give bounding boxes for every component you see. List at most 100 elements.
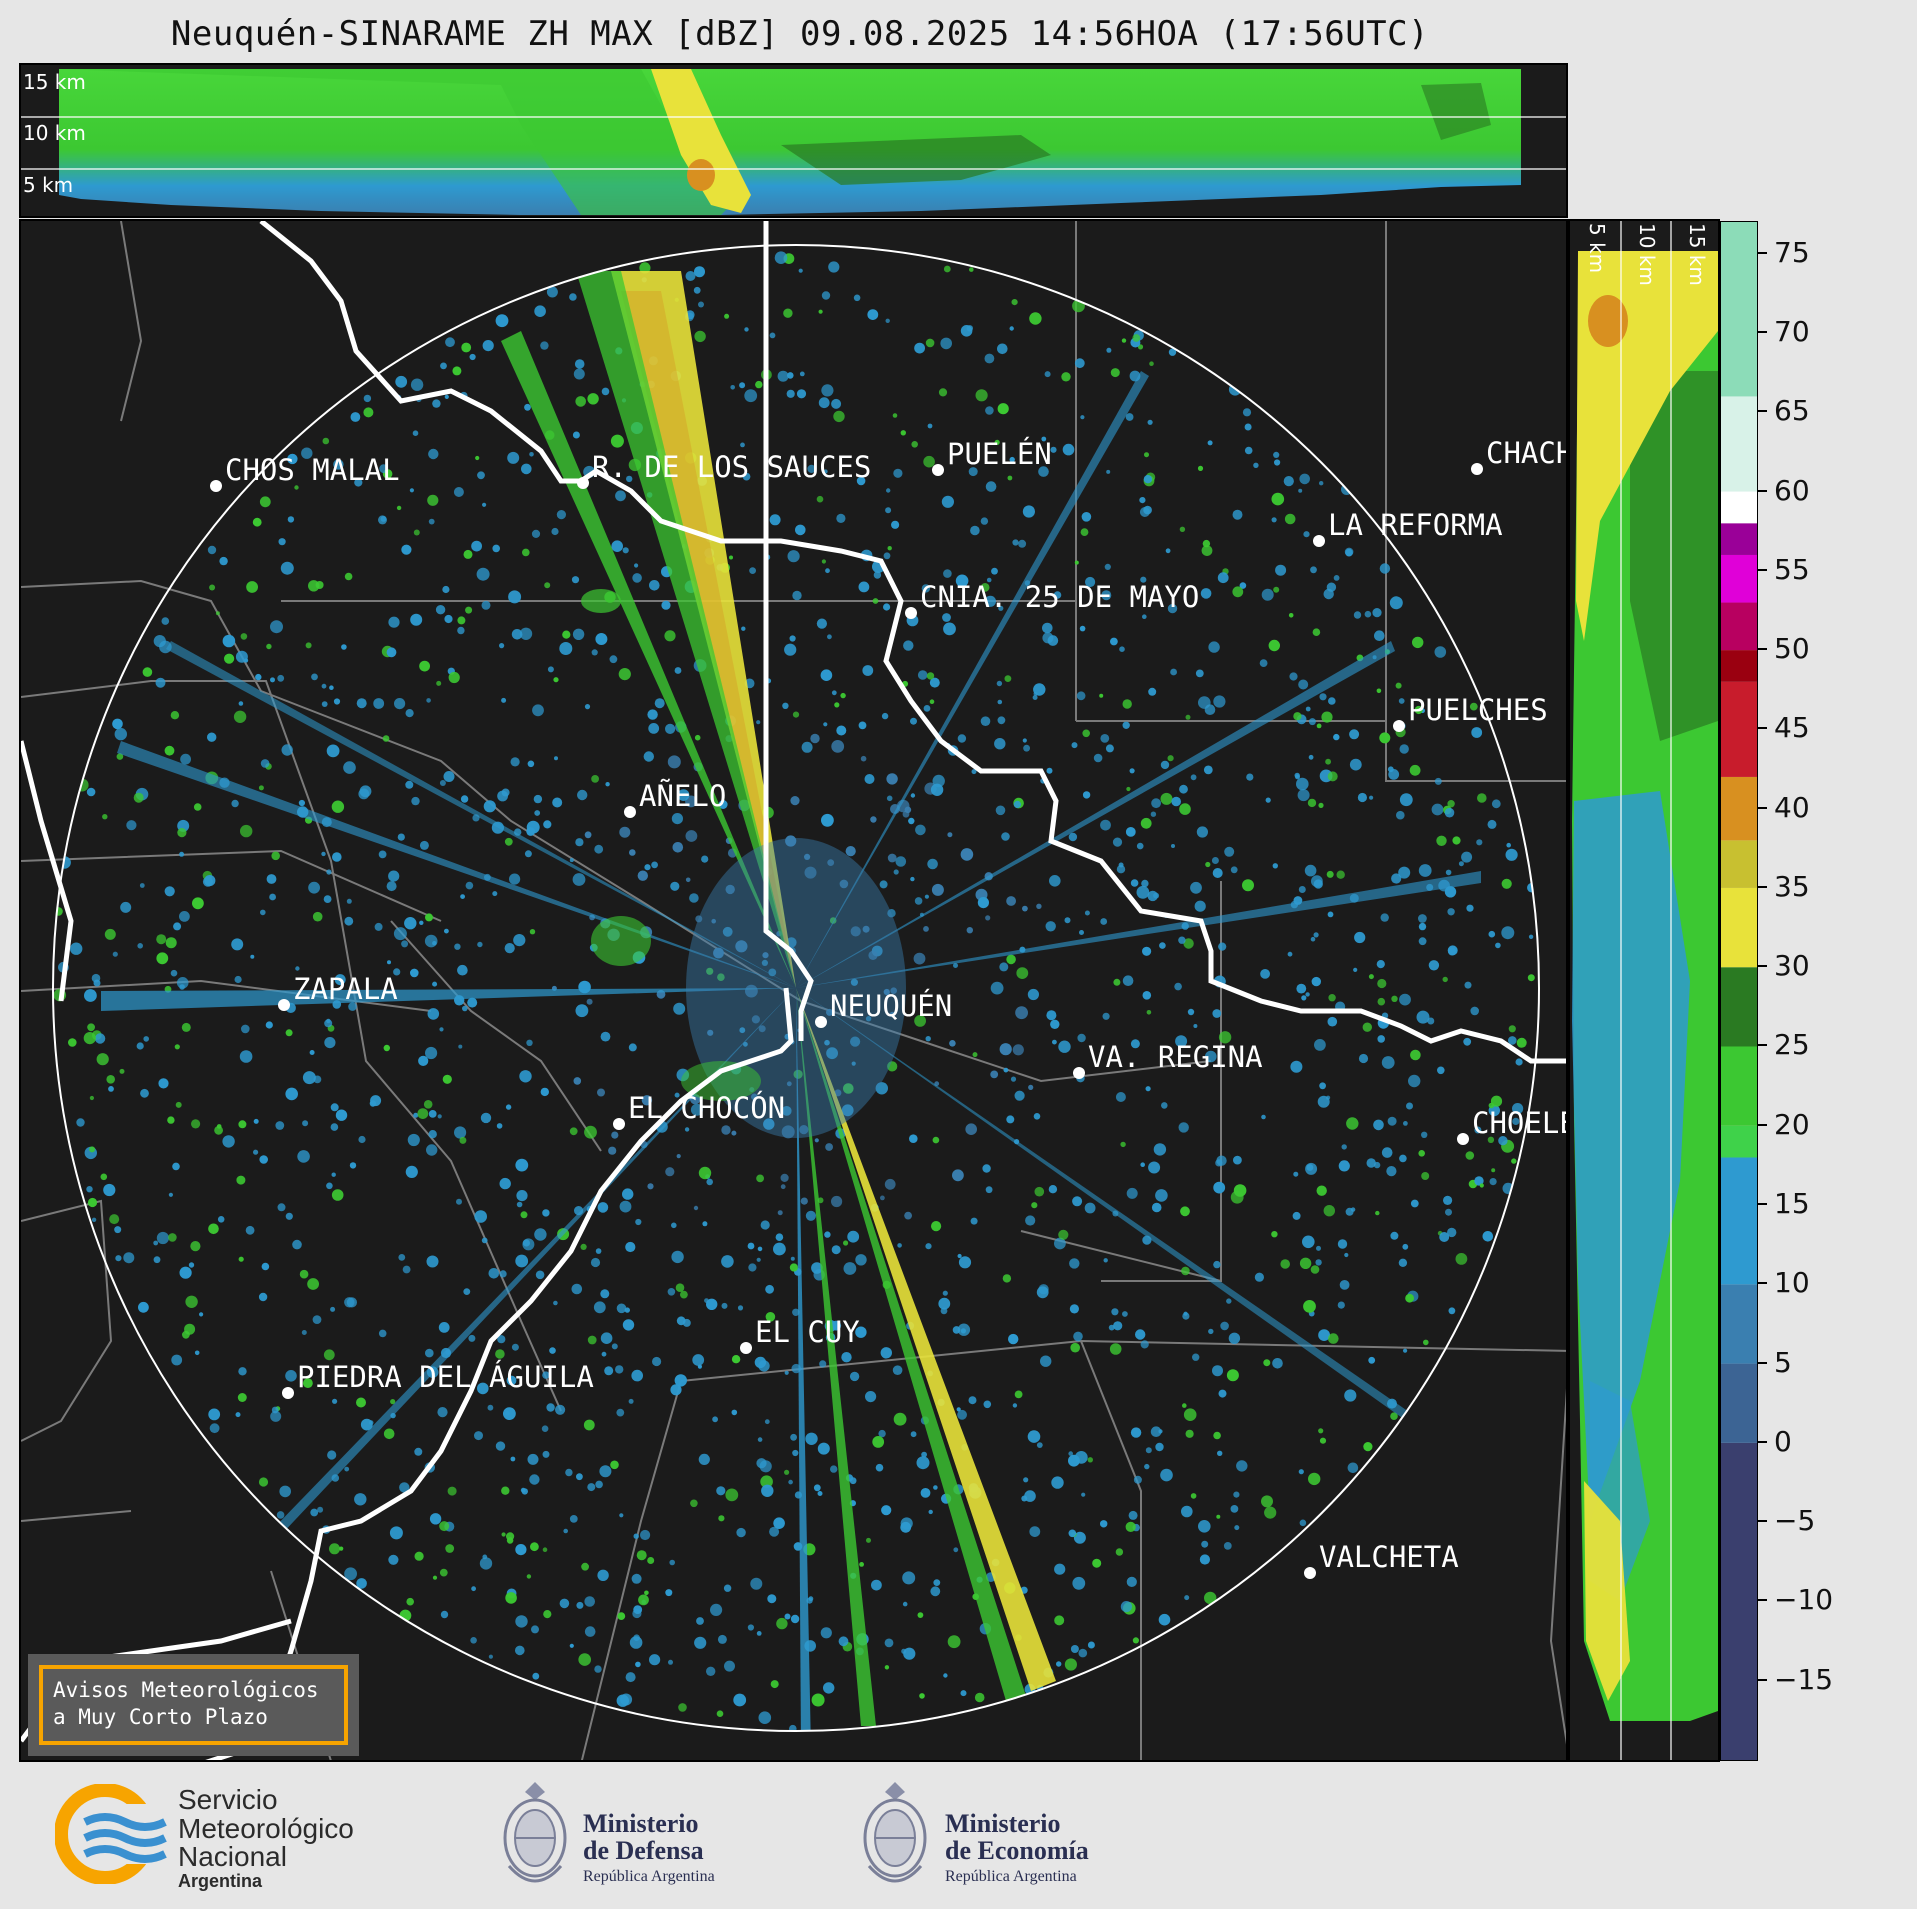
- radar-map-panel: CHOS MALAL R. DE LOS SAUCES PUELÉN CHACH LA …: [19, 219, 1568, 1762]
- notice-line-1: Avisos Meteorológicos: [53, 1678, 319, 1702]
- colorbar-tick: [1758, 251, 1767, 254]
- defensa-logo-text: Ministerio de Defensa República Argentin…: [583, 1810, 715, 1885]
- city-marker: [905, 607, 917, 619]
- height-label-right-10km: 10 km: [1635, 223, 1659, 286]
- map-title: Neuquén-SINARAME ZH MAX [dBZ] 09.08.2025…: [170, 14, 1430, 54]
- height-label-10km: 10 km: [23, 121, 86, 145]
- city-label: NEUQUÉN: [830, 989, 952, 1023]
- city-marker: [1457, 1133, 1469, 1145]
- smn-line-3: Nacional: [178, 1841, 287, 1873]
- colorbar-tick-label: −5: [1774, 1504, 1816, 1538]
- smn-logo-text: Servicio Meteorológico Nacional Argentin…: [178, 1784, 354, 1890]
- colorbar-tick: [1758, 1599, 1767, 1602]
- height-label-15km: 15 km: [23, 70, 86, 94]
- radar-range-ring: [52, 244, 1540, 1732]
- colorbar-tick: [1758, 489, 1767, 492]
- city-label: R. DE LOS SAUCES: [592, 450, 871, 484]
- city-marker: [1471, 463, 1483, 475]
- city-marker: [815, 1016, 827, 1028]
- economia-sub: República Argentina: [945, 1867, 1077, 1885]
- colorbar-segment: [1721, 222, 1757, 397]
- city-label: AÑELO: [639, 779, 726, 813]
- city-marker: [577, 477, 589, 489]
- defensa-line-1: Ministerio: [583, 1809, 699, 1838]
- city-label: LA REFORMA: [1328, 508, 1503, 542]
- colorbar-tick: [1758, 648, 1767, 651]
- city-label: EL CHOCÓN: [628, 1091, 785, 1125]
- defensa-sub: República Argentina: [583, 1867, 715, 1885]
- colorbar-tick: [1758, 806, 1767, 809]
- colorbar-tick-label: 0: [1774, 1424, 1792, 1458]
- colorbar-segment: [1721, 1046, 1757, 1126]
- colorbar-segment: [1721, 1284, 1757, 1364]
- colorbar-tick-label: 55: [1774, 552, 1810, 586]
- economia-line-1: Ministerio: [945, 1809, 1061, 1838]
- economia-seal-icon: [863, 1782, 927, 1883]
- international-borders: [21, 221, 1566, 1760]
- colorbar-segment: [1721, 1363, 1757, 1443]
- city-marker: [1073, 1067, 1085, 1079]
- colorbar-tick: [1758, 965, 1767, 968]
- colorbar-segment: [1721, 1442, 1757, 1760]
- colorbar-tick: [1758, 568, 1767, 571]
- city-label: PUELÉN: [947, 437, 1052, 471]
- colorbar-segment: [1721, 1157, 1757, 1285]
- notice-line-2: a Muy Corto Plazo: [53, 1705, 268, 1729]
- notice-border: Avisos Meteorológicos a Muy Corto Plazo: [39, 1665, 348, 1745]
- colorbar-segment: [1721, 776, 1757, 841]
- colorbar-tick-label: 70: [1774, 314, 1810, 348]
- right-cross-section: [1572, 221, 1718, 1760]
- city-label: VALCHETA: [1319, 1540, 1459, 1574]
- colorbar-tick-label: 15: [1774, 1187, 1810, 1221]
- city-label: CHOS MALAL: [225, 453, 400, 487]
- colorbar-gradient: [1721, 222, 1757, 1760]
- colorbar-segment: [1721, 554, 1757, 603]
- colorbar-segment: [1721, 1125, 1757, 1158]
- smn-line-1: Servicio: [178, 1784, 278, 1815]
- colorbar-segment: [1721, 491, 1757, 524]
- city-label: PIEDRA DEL ÁGUILA: [297, 1360, 594, 1394]
- city-marker: [932, 464, 944, 476]
- colorbar-tick-label: 30: [1774, 949, 1810, 983]
- colorbar-segment: [1721, 887, 1757, 968]
- city-marker: [1393, 720, 1405, 732]
- city-label: VA. REGINA: [1088, 1040, 1263, 1074]
- colorbar-tick-label: 65: [1774, 394, 1810, 428]
- notice-box: Avisos Meteorológicos a Muy Corto Plazo: [28, 1654, 359, 1756]
- colorbar-tick: [1758, 1520, 1767, 1523]
- colorbar-segment: [1721, 681, 1757, 777]
- colorbar-tick: [1758, 1361, 1767, 1364]
- colorbar-tick: [1758, 885, 1767, 888]
- colorbar-tick-label: 20: [1774, 1107, 1810, 1141]
- colorbar-tick: [1758, 1123, 1767, 1126]
- city-marker: [278, 999, 290, 1011]
- colorbar-tick: [1758, 1203, 1767, 1206]
- city-label: CHACH: [1486, 436, 1568, 470]
- city-label: PUELCHES: [1408, 693, 1548, 727]
- colorbar-tick-label: 5: [1774, 1345, 1792, 1379]
- colorbar-tick-label: 35: [1774, 869, 1810, 903]
- defensa-seal-icon: [503, 1782, 567, 1883]
- height-label-5km: 5 km: [23, 173, 74, 197]
- colorbar-tick-label: 75: [1774, 235, 1810, 269]
- colorbar-tick-label: 25: [1774, 1028, 1810, 1062]
- city-label: ZAPALA: [293, 972, 398, 1006]
- economia-logo-text: Ministerio de Economía República Argenti…: [945, 1810, 1089, 1885]
- colorbar-tick-label: 40: [1774, 790, 1810, 824]
- colorbar-tick: [1758, 1678, 1767, 1681]
- height-label-right-5km: 5 km: [1585, 223, 1609, 274]
- smn-line-2: Meteorológico: [178, 1812, 354, 1844]
- city-marker: [282, 1387, 294, 1399]
- city-marker: [210, 480, 222, 492]
- defensa-line-2: de Defensa: [583, 1836, 704, 1866]
- colorbar-segment: [1721, 523, 1757, 555]
- right-cross-section-panel: 5 km 10 km 15 km: [1568, 219, 1720, 1762]
- colorbar-segment: [1721, 840, 1757, 888]
- colorbar-tick-label: 45: [1774, 711, 1810, 745]
- colorbar-tick: [1758, 410, 1767, 413]
- city-marker: [1313, 535, 1325, 547]
- colorbar-segment: [1721, 396, 1757, 492]
- city-label: CNIA. 25 DE MAYO: [920, 580, 1199, 614]
- top-cross-section: [21, 69, 1566, 215]
- colorbar-tick-label: −10: [1774, 1583, 1834, 1617]
